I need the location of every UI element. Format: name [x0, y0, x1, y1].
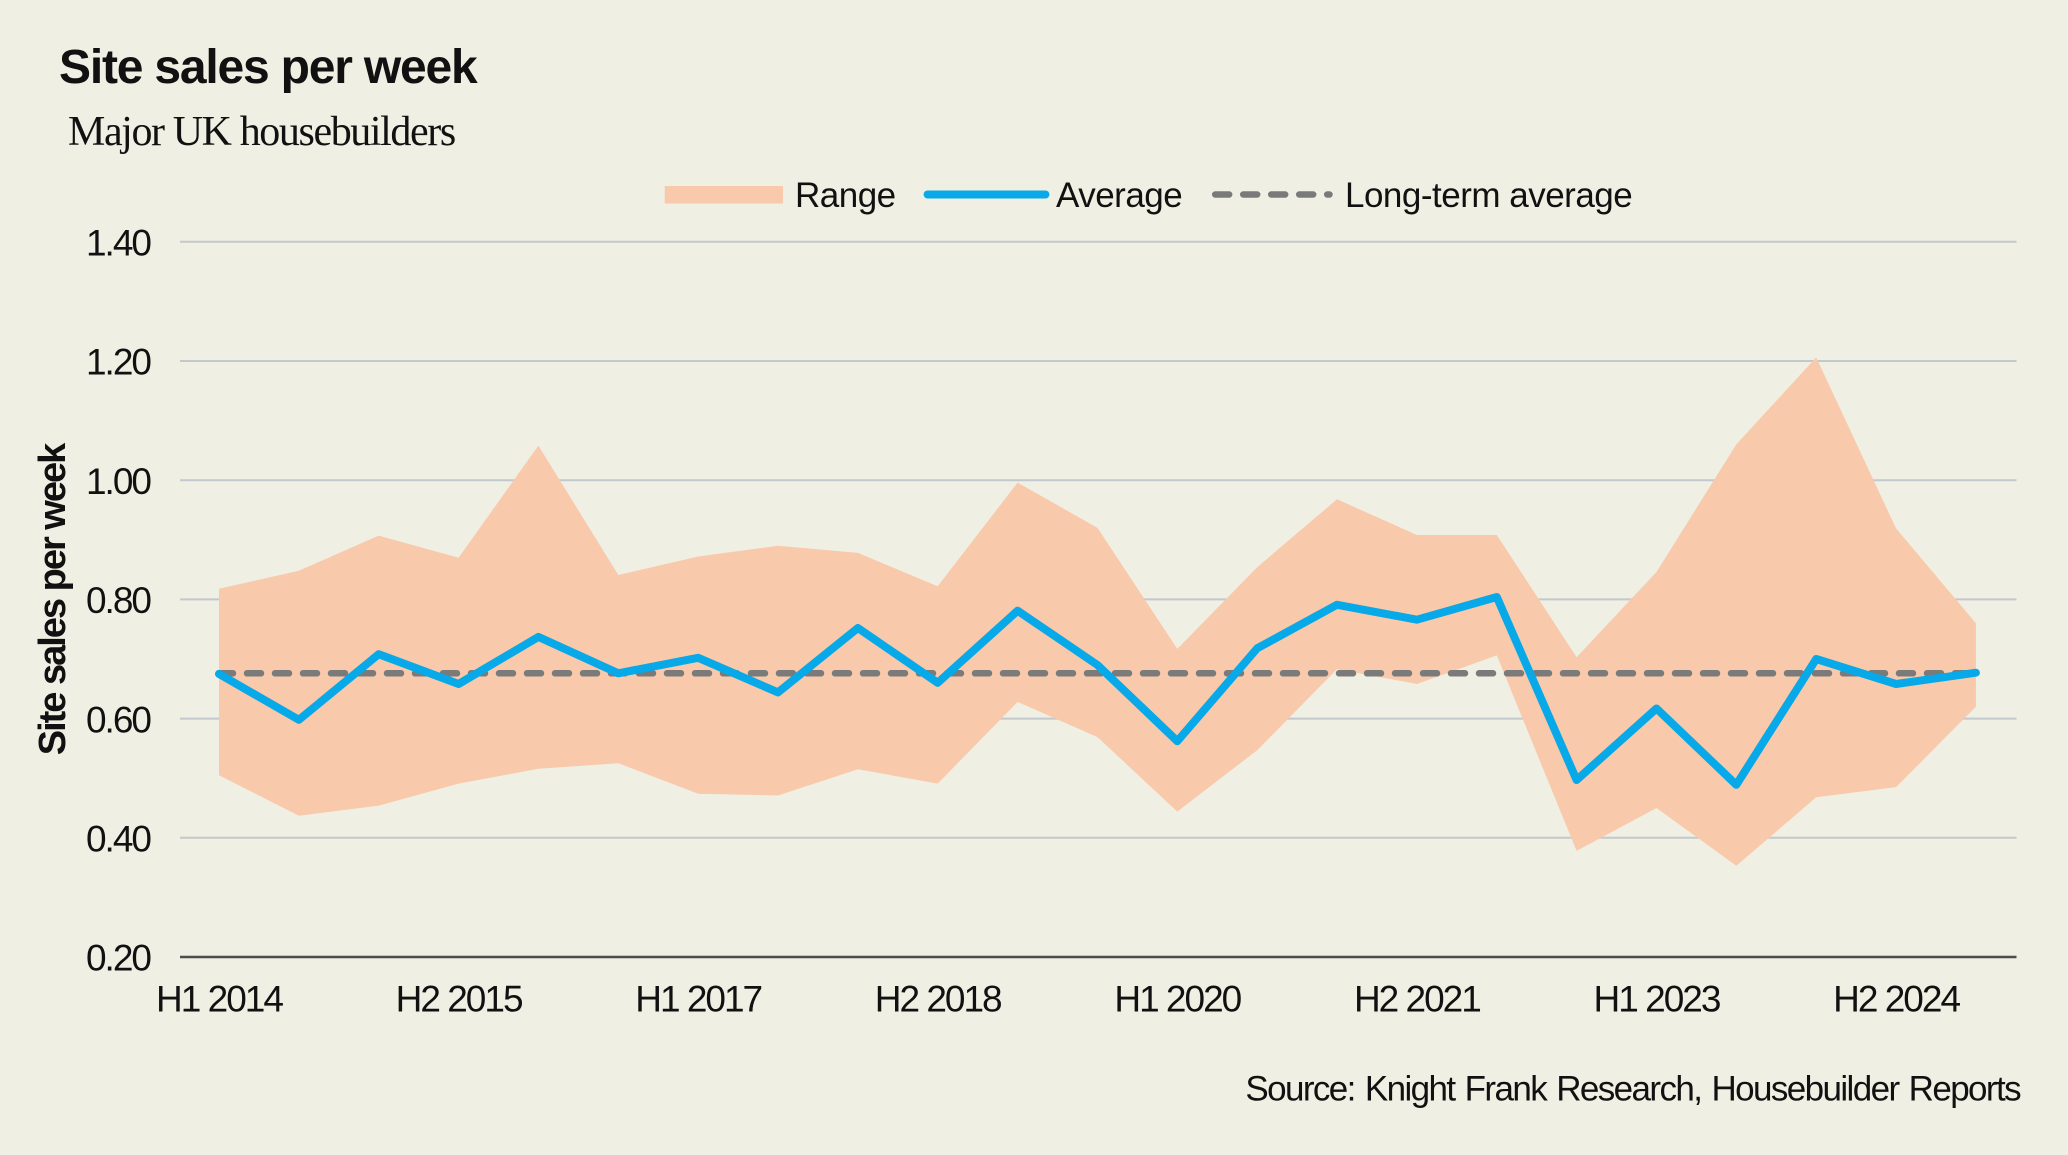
svg-text:Range: Range	[795, 176, 896, 215]
svg-text:Site sales per week: Site sales per week	[32, 442, 74, 755]
svg-text:H2 2024: H2 2024	[1833, 979, 1960, 1020]
svg-text:0.20: 0.20	[86, 938, 151, 979]
svg-text:Source: Knight Frank Research,: Source: Knight Frank Research, Housebuil…	[1245, 1070, 2021, 1109]
svg-text:1.40: 1.40	[86, 223, 151, 264]
svg-text:Average: Average	[1056, 176, 1182, 215]
svg-text:Long-term average: Long-term average	[1345, 176, 1632, 215]
svg-text:H2 2015: H2 2015	[396, 979, 523, 1020]
svg-text:H1 2023: H1 2023	[1594, 979, 1720, 1020]
svg-text:Site sales per week: Site sales per week	[59, 41, 478, 94]
svg-text:0.60: 0.60	[86, 699, 151, 740]
svg-text:1.00: 1.00	[86, 461, 151, 502]
svg-text:H1 2020: H1 2020	[1114, 979, 1241, 1020]
svg-text:H2 2018: H2 2018	[875, 979, 1001, 1020]
svg-text:H2 2021: H2 2021	[1354, 979, 1480, 1020]
svg-text:Major UK housebuilders: Major UK housebuilders	[68, 109, 455, 155]
svg-text:H1 2014: H1 2014	[156, 979, 283, 1020]
svg-text:0.80: 0.80	[86, 580, 151, 621]
svg-text:1.20: 1.20	[86, 342, 151, 383]
svg-text:0.40: 0.40	[86, 819, 151, 860]
svg-text:H1 2017: H1 2017	[635, 979, 761, 1020]
